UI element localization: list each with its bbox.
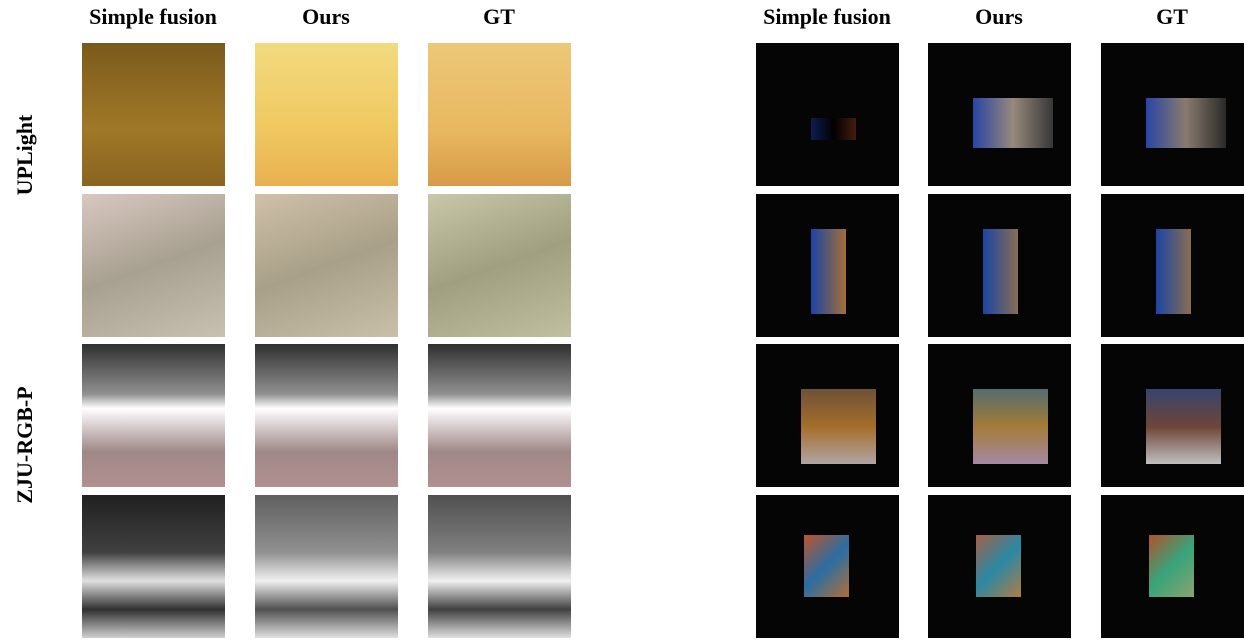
- image-content: [973, 98, 1053, 148]
- row-label: ZJU-RGB-P: [12, 345, 38, 545]
- image-content: [811, 118, 856, 140]
- image-tile: [255, 344, 398, 487]
- image-tile: [1101, 495, 1244, 638]
- image-content: [1146, 389, 1221, 464]
- image-tile: [928, 194, 1071, 337]
- image-tile: [1101, 43, 1244, 186]
- image-tile: [428, 194, 571, 337]
- image-tile: [756, 495, 899, 638]
- column-header: Simple fusion: [68, 4, 238, 30]
- figure: Simple fusion Ours GT Simple fusion Ours…: [0, 0, 1244, 641]
- image-tile: [428, 43, 571, 186]
- image-tile: [1101, 344, 1244, 487]
- row-label: UPLight: [12, 55, 38, 255]
- image-tile: [255, 43, 398, 186]
- image-tile: [82, 495, 225, 638]
- image-content: [804, 535, 849, 597]
- image-tile: [428, 495, 571, 638]
- image-tile: [255, 495, 398, 638]
- image-content: [801, 389, 876, 464]
- image-content: [983, 229, 1018, 314]
- image-tile: [756, 43, 899, 186]
- image-tile: [1101, 194, 1244, 337]
- column-header: GT: [1087, 4, 1244, 30]
- image-content: [973, 389, 1048, 464]
- column-header: Ours: [914, 4, 1084, 30]
- image-tile: [428, 344, 571, 487]
- column-header: Ours: [241, 4, 411, 30]
- column-header: Simple fusion: [742, 4, 912, 30]
- image-tile: [756, 344, 899, 487]
- image-content: [976, 535, 1021, 597]
- image-content: [1146, 98, 1226, 148]
- image-content: [811, 229, 846, 314]
- image-tile: [928, 43, 1071, 186]
- column-header: GT: [414, 4, 584, 30]
- image-content: [1156, 229, 1191, 314]
- image-tile: [82, 194, 225, 337]
- image-tile: [756, 194, 899, 337]
- image-tile: [928, 495, 1071, 638]
- image-content: [1149, 535, 1194, 597]
- image-tile: [255, 194, 398, 337]
- image-tile: [82, 43, 225, 186]
- image-tile: [928, 344, 1071, 487]
- image-tile: [82, 344, 225, 487]
